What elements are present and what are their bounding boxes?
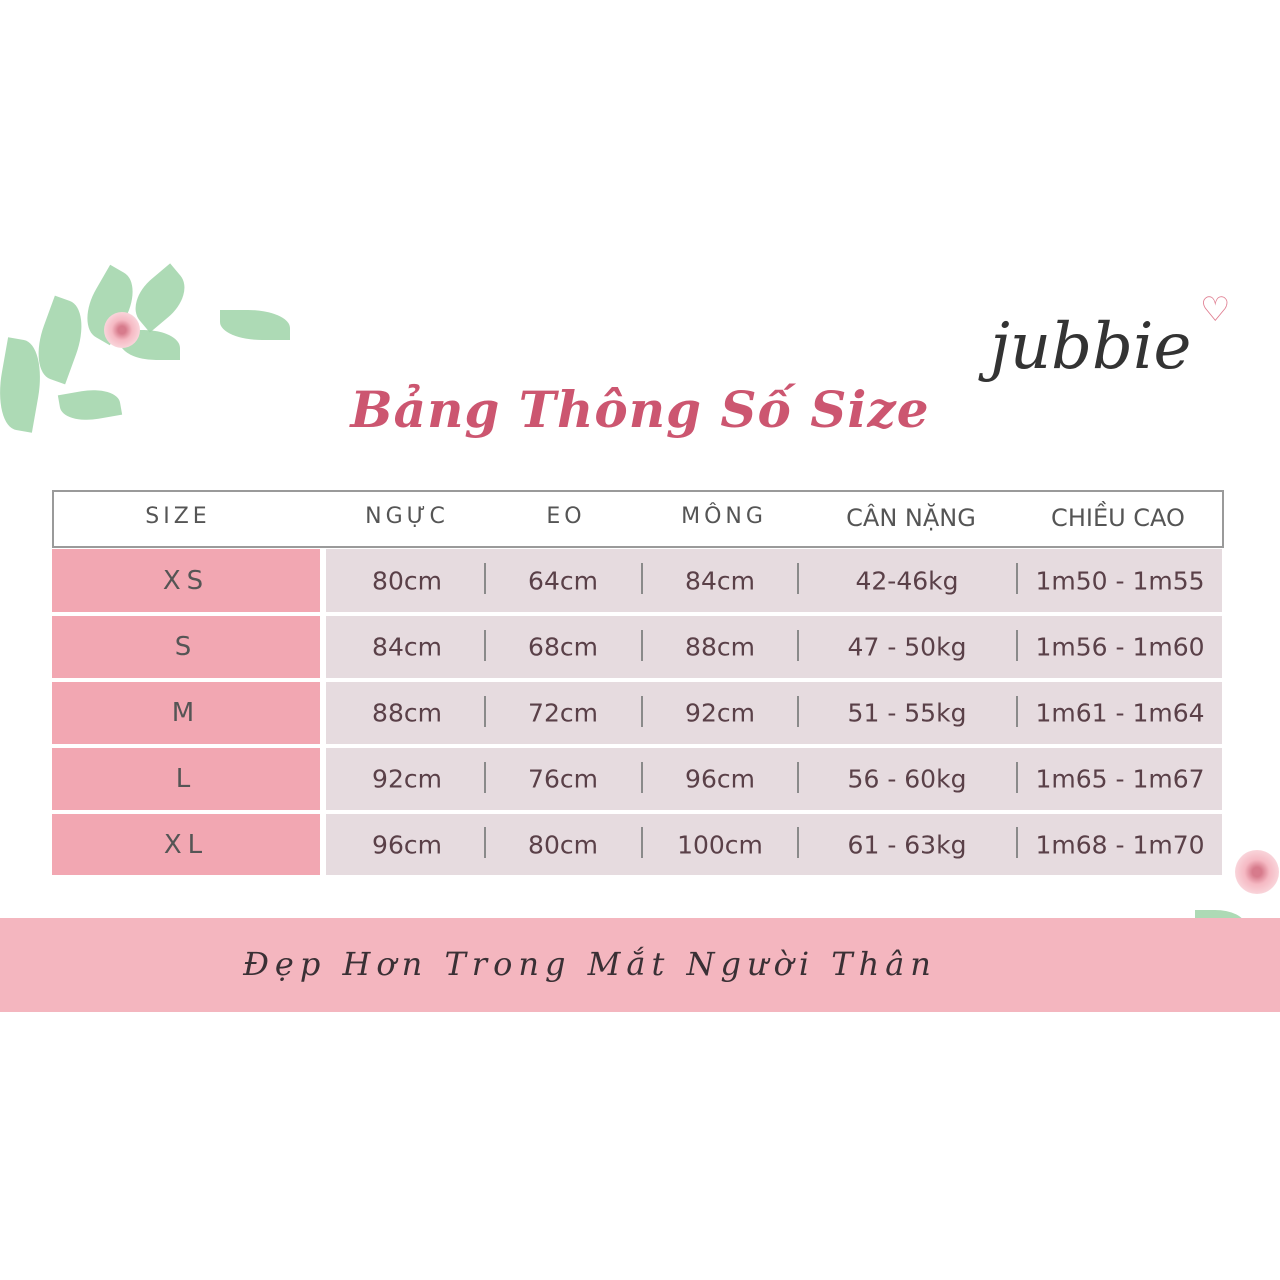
column-divider xyxy=(1016,695,1018,727)
size-cell: XS xyxy=(52,549,320,612)
column-divider xyxy=(1016,562,1018,595)
column-divider xyxy=(484,562,486,595)
size-cell: M xyxy=(52,682,320,744)
cell-mong: 92cm xyxy=(685,698,755,728)
cell-eo: 76cm xyxy=(528,764,598,794)
table-row: 92cm 76cm 96cm 56 - 60kg 1m65 - 1m67 xyxy=(326,748,1222,810)
cell-can-nang: 42-46kg xyxy=(855,566,959,595)
cell-mong: 100cm xyxy=(677,830,763,859)
cell-eo: 64cm xyxy=(528,566,598,595)
cell-can-nang: 47 - 50kg xyxy=(847,632,967,662)
size-cell: L xyxy=(52,748,320,810)
column-divider xyxy=(641,629,643,661)
header-size: SIZE xyxy=(145,504,211,529)
size-cell: XL xyxy=(52,814,320,875)
cell-chieu-cao: 1m56 - 1m60 xyxy=(1035,632,1205,662)
table-row: 96cm 80cm 100cm 61 - 63kg 1m68 - 1m70 xyxy=(326,814,1222,875)
cell-mong: 88cm xyxy=(685,632,755,662)
cell-can-nang: 51 - 55kg xyxy=(847,698,967,728)
slogan-banner xyxy=(0,918,1280,1012)
column-divider xyxy=(484,695,486,727)
size-cell: S xyxy=(52,616,320,678)
page-title: Bảng Thông Số Size xyxy=(350,380,930,439)
column-divider xyxy=(1016,629,1018,661)
column-divider xyxy=(797,562,799,595)
column-divider xyxy=(484,761,486,793)
cell-chieu-cao: 1m61 - 1m64 xyxy=(1035,698,1205,728)
cell-nguc: 84cm xyxy=(372,632,442,662)
column-divider xyxy=(641,827,643,858)
cell-nguc: 96cm xyxy=(372,830,442,859)
column-divider xyxy=(641,761,643,793)
cell-eo: 68cm xyxy=(528,632,598,662)
cell-chieu-cao: 1m50 - 1m55 xyxy=(1035,566,1205,595)
cell-eo: 72cm xyxy=(528,698,598,728)
table-row: 80cm 64cm 84cm 42-46kg 1m50 - 1m55 xyxy=(326,549,1222,612)
slogan-text: Đẹp Hơn Trong Mắt Người Thân xyxy=(243,945,937,983)
column-divider xyxy=(797,695,799,727)
header-chieu-cao: CHIỀU CAO xyxy=(1051,504,1185,532)
column-divider xyxy=(1016,761,1018,793)
column-divider xyxy=(797,629,799,661)
table-row: 88cm 72cm 92cm 51 - 55kg 1m61 - 1m64 xyxy=(326,682,1222,744)
heart-icon: ♡ xyxy=(1200,290,1231,330)
cell-mong: 96cm xyxy=(685,764,755,794)
cell-can-nang: 61 - 63kg xyxy=(847,830,967,859)
cell-can-nang: 56 - 60kg xyxy=(847,764,967,794)
column-divider xyxy=(1016,827,1018,858)
cell-chieu-cao: 1m65 - 1m67 xyxy=(1035,764,1205,794)
cell-nguc: 92cm xyxy=(372,764,442,794)
header-mong: MÔNG xyxy=(681,504,767,529)
header-eo: EO xyxy=(546,504,586,529)
table-row: 84cm 68cm 88cm 47 - 50kg 1m56 - 1m60 xyxy=(326,616,1222,678)
column-divider xyxy=(484,827,486,858)
column-divider xyxy=(484,629,486,661)
cell-chieu-cao: 1m68 - 1m70 xyxy=(1035,830,1205,859)
table-header: SIZE NGỰC EO MÔNG CÂN NẶNG CHIỀU CAO xyxy=(52,490,1224,548)
column-divider xyxy=(641,695,643,727)
cell-eo: 80cm xyxy=(528,830,598,859)
header-can-nang: CÂN NẶNG xyxy=(846,504,976,532)
header-nguc: NGỰC xyxy=(365,504,449,529)
column-divider xyxy=(641,562,643,595)
cell-nguc: 80cm xyxy=(372,566,442,595)
column-divider xyxy=(797,761,799,793)
brand-logo: jubbie xyxy=(990,310,1192,384)
cell-mong: 84cm xyxy=(685,566,755,595)
cell-nguc: 88cm xyxy=(372,698,442,728)
column-divider xyxy=(797,827,799,858)
